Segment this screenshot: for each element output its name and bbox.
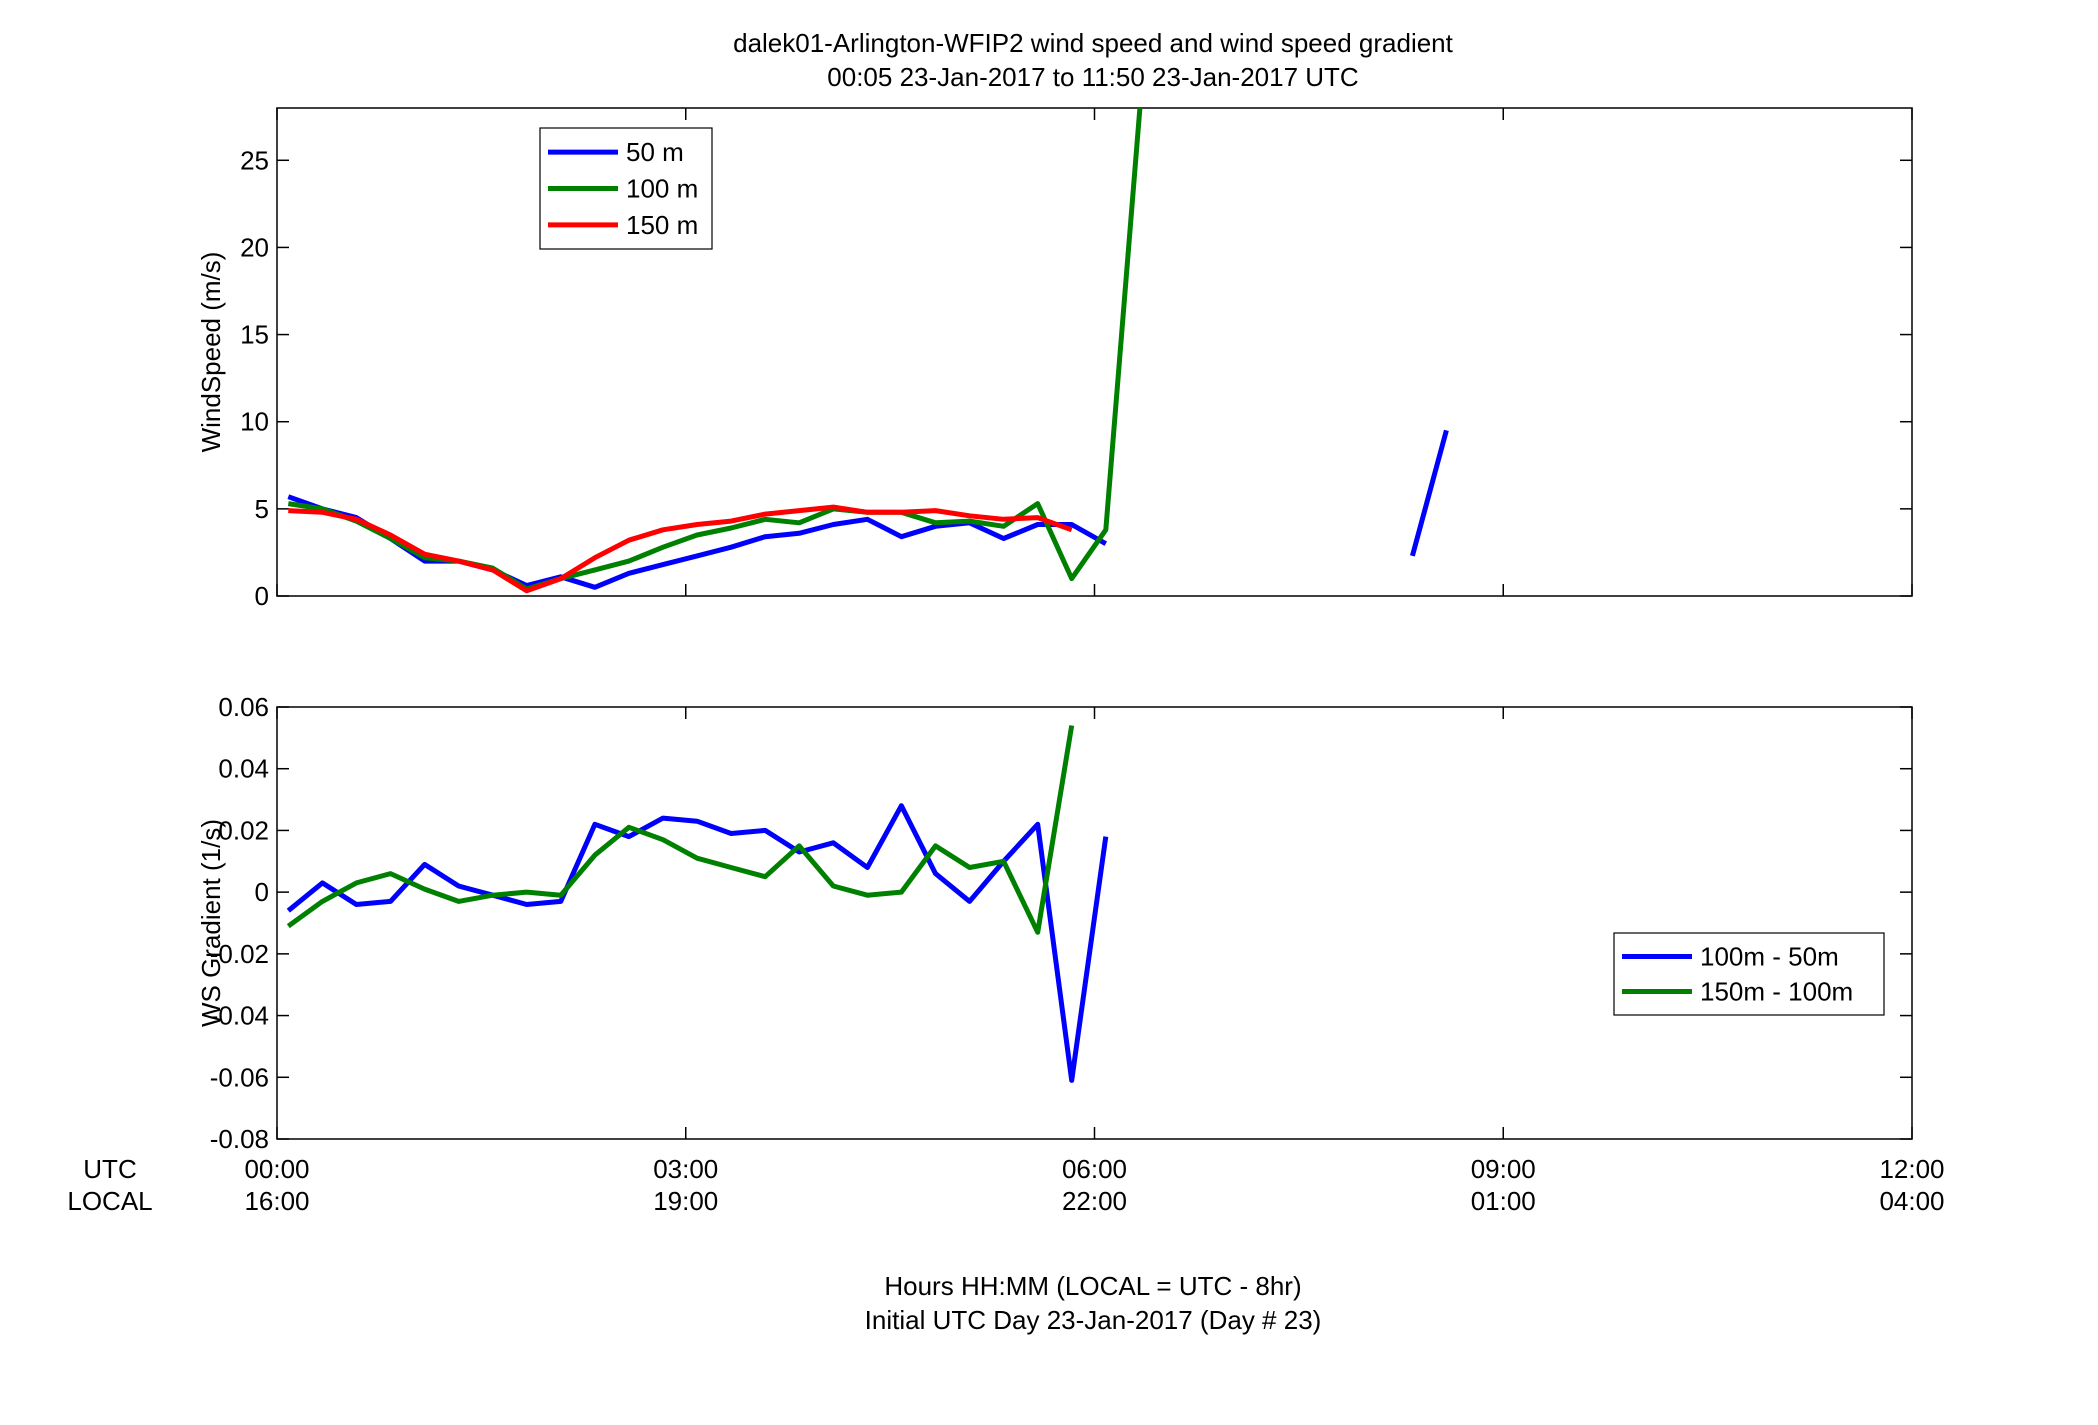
x-tick-label-utc: 00:00 — [244, 1154, 309, 1184]
y-tick-label: -0.02 — [210, 939, 269, 969]
y-tick-label: 5 — [255, 494, 269, 524]
y-tick-label: 0 — [255, 581, 269, 611]
y-tick-label: 25 — [240, 145, 269, 175]
legend-label-150-m: 150 m — [626, 210, 698, 240]
gradient-panel: -0.08 -0.06 -0.04 -0.02 0 0.02 0.04 0.06 WS Grad… — [196, 692, 1913, 1154]
x-tick-label-local: 04:00 — [1879, 1186, 1944, 1216]
x-tick-label-utc: 06:00 — [1062, 1154, 1127, 1184]
legend-label-150m-100m: 150m - 100m — [1700, 977, 1853, 1007]
y-tick-label: -0.04 — [210, 1001, 269, 1031]
y-tick-label: 10 — [240, 407, 269, 437]
y-axis-label: WS Gradient (1/s) — [196, 819, 226, 1027]
y-tick-label: 15 — [240, 320, 269, 350]
y-tick-label: 20 — [240, 232, 269, 262]
legend-label-100-m: 100 m — [626, 174, 698, 204]
axes-box — [276, 107, 1913, 597]
y-tick-label: -0.06 — [210, 1062, 269, 1092]
x-tick-label-utc: 03:00 — [653, 1154, 718, 1184]
chart-title-line1: dalek01-Arlington-WFIP2 wind speed and w… — [733, 28, 1454, 58]
x-tick-label-local: 16:00 — [244, 1186, 309, 1216]
y-axis-label: WindSpeed (m/s) — [196, 252, 226, 453]
x-tick-label-utc: 12:00 — [1879, 1154, 1944, 1184]
x-axis-label-line1: Hours HH:MM (LOCAL = UTC - 8hr) — [884, 1271, 1301, 1301]
plot-area — [287, 108, 1449, 594]
series-line-100-m — [287, 108, 1143, 592]
y-tick-label: 0.06 — [218, 692, 269, 722]
local-row-label: LOCAL — [67, 1186, 152, 1216]
legend-label-100m-50m: 100m - 50m — [1700, 942, 1839, 972]
legend-label-50-m: 50 m — [626, 137, 684, 167]
plot-area — [286, 725, 1109, 1083]
chart-title-line2: 00:05 23-Jan-2017 to 11:50 23-Jan-2017 U… — [827, 62, 1358, 92]
series-line-150-m — [288, 504, 1073, 594]
x-tick-label-local: 22:00 — [1062, 1186, 1127, 1216]
series-line-50-m — [1409, 429, 1449, 557]
y-tick-label: -0.08 — [210, 1124, 269, 1154]
legend-box — [1613, 932, 1885, 1016]
utc-row-label: UTC — [83, 1154, 136, 1184]
series-line-100m-50m — [286, 803, 1109, 1083]
series-line-50-m — [287, 494, 1108, 590]
x-tick-label-utc: 09:00 — [1471, 1154, 1536, 1184]
windspeed-panel: 0 5 10 15 20 25 WindSpeed (m/s) 50 m 100 m 150 m — [196, 107, 1913, 611]
series-line-150m-100m — [286, 725, 1075, 935]
y-tick-label: 0 — [255, 877, 269, 907]
y-tick-label: 0.04 — [218, 754, 269, 784]
x-axis-label-line2: Initial UTC Day 23-Jan-2017 (Day # 23) — [865, 1305, 1322, 1335]
x-tick-label-local: 01:00 — [1471, 1186, 1536, 1216]
legend: 100m - 50m 150m - 100m — [1613, 932, 1885, 1016]
legend: 50 m 100 m 150 m — [539, 127, 713, 250]
x-tick-label-local: 19:00 — [653, 1186, 718, 1216]
y-tick-label: 0.02 — [218, 815, 269, 845]
